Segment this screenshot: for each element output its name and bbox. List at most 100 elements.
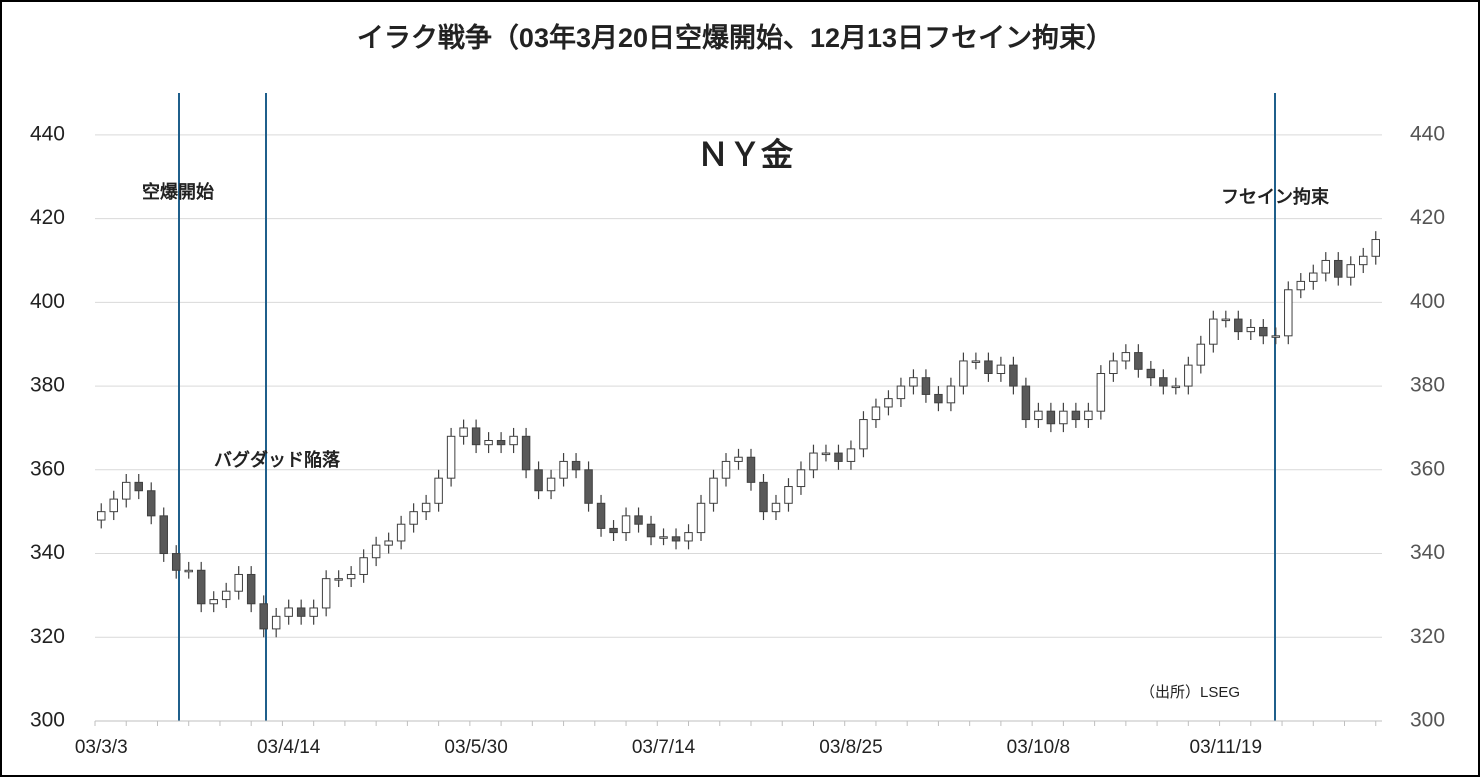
candle-body	[359, 557, 368, 575]
candle-body	[1296, 280, 1306, 291]
x-tick-label: 03/8/25	[819, 737, 882, 758]
candle-body	[871, 406, 881, 421]
candle-body	[1059, 410, 1068, 425]
candle-body	[446, 435, 456, 479]
candle-body	[334, 578, 343, 581]
candle-body	[609, 527, 618, 534]
candle-body	[259, 603, 268, 630]
candle-body	[746, 456, 756, 483]
candle-body	[671, 536, 681, 542]
candle-body	[771, 502, 781, 513]
y2-tick-label: 380	[1410, 374, 1445, 397]
candle-body	[1121, 352, 1131, 362]
candle-body	[1209, 318, 1218, 345]
candle-body	[109, 498, 118, 513]
candle-body	[134, 481, 143, 492]
y2-tick-label: 360	[1410, 457, 1445, 480]
y-tick-label: 320	[30, 625, 65, 648]
candle-body	[196, 569, 206, 605]
candle-body	[146, 490, 156, 517]
x-tick-label: 03/7/14	[632, 737, 696, 758]
candle-body	[421, 502, 431, 513]
candle-body	[1084, 410, 1093, 421]
annotation: バグダッド陥落	[214, 449, 341, 470]
y2-tick-label: 420	[1410, 206, 1445, 229]
candle-body	[309, 607, 318, 617]
candle-body	[396, 523, 406, 542]
candle-body	[209, 599, 218, 605]
y-tick-label: 400	[30, 290, 65, 313]
candle-body	[246, 573, 256, 605]
candle-body	[621, 515, 631, 534]
candle-body	[809, 452, 818, 471]
candle-body	[1346, 264, 1356, 278]
candle-body	[1109, 360, 1118, 375]
candle-body	[596, 502, 606, 529]
candle-body	[696, 502, 706, 534]
x-tick-label: 03/10/8	[1007, 737, 1070, 758]
candle-body	[534, 469, 543, 492]
chart-title: イラク戦争（03年3月20日空爆開始、12月13日フセイン拘束）	[357, 22, 1113, 53]
candle-body	[1184, 364, 1193, 387]
candle-body	[221, 590, 231, 601]
y2-tick-label: 320	[1410, 625, 1445, 648]
candle-body	[646, 523, 656, 538]
candle-body	[159, 515, 168, 555]
candle-body	[234, 573, 243, 592]
candle-body	[1096, 373, 1106, 412]
candle-body	[1171, 385, 1181, 389]
y2-tick-label: 300	[1410, 709, 1445, 732]
annotation: 空爆開始	[142, 181, 214, 202]
candle-body	[1284, 289, 1293, 337]
x-tick-label: 03/4/14	[257, 737, 321, 758]
candle-body	[121, 481, 131, 500]
candle-body	[434, 477, 443, 504]
candle-body	[184, 569, 193, 573]
candle-body	[959, 360, 968, 387]
candle-body	[921, 377, 931, 395]
candle-body	[796, 469, 806, 488]
candle-body	[571, 460, 581, 471]
candle-body	[509, 435, 518, 446]
candle-body	[1046, 410, 1056, 425]
candle-body	[1159, 377, 1168, 387]
candle-body	[946, 385, 956, 404]
candle-body	[459, 427, 468, 437]
candle-body	[321, 578, 331, 609]
candle-body	[634, 515, 643, 525]
candle-body	[734, 456, 743, 462]
candle-body	[296, 607, 306, 617]
candle-body	[1271, 335, 1281, 338]
y-tick-label: 300	[30, 709, 65, 732]
candle-body	[1321, 259, 1331, 274]
candle-body	[546, 477, 556, 492]
candle-body	[709, 477, 718, 504]
candle-body	[584, 469, 593, 504]
candle-body	[659, 536, 668, 539]
candle-body	[1034, 410, 1043, 421]
candle-body	[484, 439, 493, 446]
candle-body	[759, 481, 768, 513]
candle-body	[859, 419, 868, 450]
candle-body	[1071, 410, 1081, 421]
x-tick-label: 03/11/19	[1190, 737, 1263, 758]
y-tick-label: 440	[30, 122, 65, 145]
y-tick-label: 380	[30, 374, 65, 397]
y2-tick-label: 400	[1410, 290, 1445, 313]
candle-body	[496, 439, 506, 446]
candle-body	[1196, 343, 1206, 366]
candle-body	[1146, 368, 1156, 379]
candle-body	[1259, 326, 1268, 337]
y2-tick-label: 440	[1410, 122, 1445, 145]
candle-body	[1246, 326, 1256, 333]
candle-body	[371, 544, 381, 559]
candle-body	[896, 385, 906, 400]
y-tick-label: 340	[30, 541, 65, 564]
candle-body	[96, 511, 106, 521]
grid	[95, 134, 1382, 722]
candle-body	[984, 360, 993, 375]
y-tick-label: 360	[30, 457, 65, 480]
candle-body	[346, 573, 356, 580]
candle-body	[884, 398, 893, 408]
candle-body	[171, 553, 181, 571]
